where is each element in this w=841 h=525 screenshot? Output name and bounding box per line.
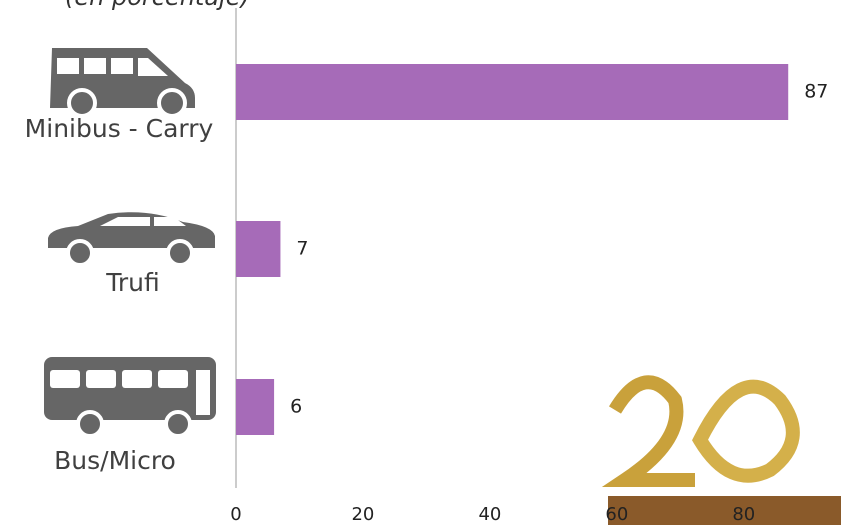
bar xyxy=(236,221,280,277)
x-tick-label: 20 xyxy=(351,504,374,525)
car-icon xyxy=(48,212,215,265)
value-label: 87 xyxy=(804,81,828,103)
chart-subtitle: (en porcentaje) xyxy=(65,0,250,11)
bar xyxy=(236,64,788,120)
page: {"chart_data": {"type": "bar", "orientat… xyxy=(0,0,841,525)
x-tick-label: 0 xyxy=(230,504,241,525)
category-label: Bus/Micro xyxy=(54,446,176,475)
x-tick-label: 40 xyxy=(478,504,501,525)
chart: (en porcentaje) 0 20 40 60 80 87 Minibus - Car… xyxy=(0,0,841,525)
x-tick-label: 80 xyxy=(732,504,755,525)
category-label: Trufi xyxy=(105,268,159,297)
bar xyxy=(236,379,274,435)
value-label: 6 xyxy=(290,396,302,418)
x-tick-label: 60 xyxy=(605,504,628,525)
logo xyxy=(608,382,841,525)
bus-icon xyxy=(44,357,216,436)
category-label: Minibus - Carry xyxy=(25,114,214,143)
minibus-icon xyxy=(50,48,195,116)
value-label: 7 xyxy=(296,238,308,260)
